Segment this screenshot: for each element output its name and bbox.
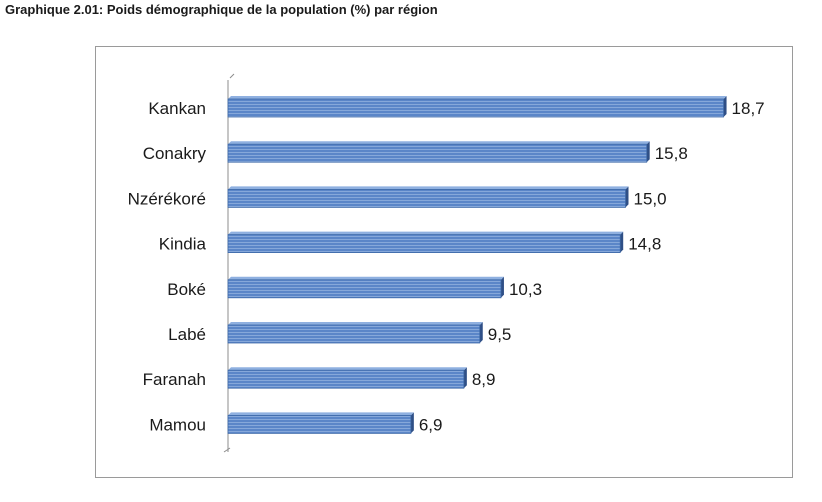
bar (227, 98, 724, 118)
bar-top (228, 231, 624, 235)
bar (227, 188, 626, 208)
chart-frame (95, 46, 793, 478)
category-label: Faranah (143, 370, 206, 389)
bar-side (625, 186, 629, 208)
bar-side (620, 231, 624, 253)
bar-top (228, 276, 504, 280)
bar (227, 324, 481, 344)
data-label: 6,9 (419, 415, 443, 434)
category-label: Labé (168, 325, 206, 344)
bar (227, 279, 502, 299)
bar-side (463, 367, 467, 389)
bar (227, 234, 621, 254)
bar-side (410, 412, 414, 434)
bar (227, 369, 465, 389)
bar-side (479, 322, 483, 343)
bar-top (228, 96, 727, 99)
chart-title: Graphique 2.01: Poids démographique de l… (5, 2, 438, 17)
bar-side (723, 96, 727, 117)
data-label: 8,9 (472, 370, 496, 389)
category-label: Mamou (149, 415, 206, 434)
category-label: Conakry (143, 144, 207, 163)
category-label: Nzérékoré (128, 189, 206, 208)
bar-top (228, 322, 483, 325)
data-label: 10,3 (509, 280, 542, 299)
category-label: Boké (167, 280, 206, 299)
bar-top (228, 141, 650, 145)
data-label: 9,5 (488, 325, 512, 344)
bar-top (228, 367, 467, 371)
bar-side (646, 141, 650, 163)
bar-side (500, 276, 504, 298)
bar (227, 414, 412, 434)
axis-break-mark (223, 73, 235, 453)
bar-top (228, 186, 629, 190)
data-label: 18,7 (732, 99, 765, 118)
data-label: 15,8 (655, 144, 688, 163)
category-label: Kankan (148, 99, 206, 118)
data-label: 14,8 (628, 235, 661, 254)
bar (227, 143, 648, 163)
data-label: 15,0 (634, 189, 667, 208)
bar-top (228, 412, 414, 416)
category-label: Kindia (159, 235, 207, 254)
